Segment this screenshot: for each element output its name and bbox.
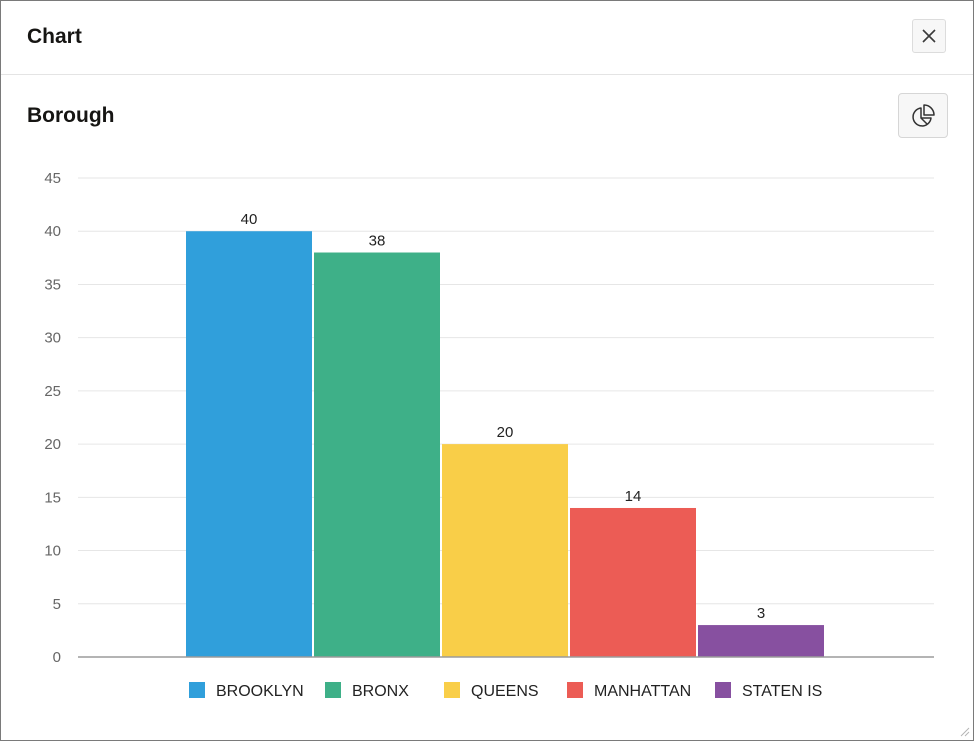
data-labels: 40 38 20 14 3	[241, 211, 766, 622]
dialog-header: Chart	[1, 1, 973, 75]
y-tick-label: 15	[44, 489, 61, 506]
y-tick-label: 0	[53, 649, 61, 666]
legend-label: BROOKLYN	[216, 683, 304, 700]
legend-item-manhattan[interactable]: MANHATTAN	[567, 682, 691, 700]
data-label: 20	[497, 424, 514, 441]
y-axis-ticks: 0 5 10 15 20 25 30 35 40 45	[44, 170, 61, 666]
y-tick-label: 20	[44, 436, 61, 453]
legend-swatch	[189, 682, 205, 698]
bar-manhattan[interactable]	[570, 507, 696, 657]
chart-type-button[interactable]	[898, 93, 948, 138]
bar-staten-is[interactable]	[698, 625, 824, 657]
legend-label: STATEN IS	[742, 683, 822, 700]
data-label: 38	[369, 233, 386, 250]
y-tick-label: 45	[44, 170, 61, 187]
close-button[interactable]	[912, 19, 946, 53]
close-icon	[922, 29, 936, 43]
legend-item-staten-is[interactable]: STATEN IS	[715, 682, 822, 700]
dialog-title: Chart	[27, 25, 82, 48]
data-label: 40	[241, 211, 258, 228]
y-tick-label: 40	[44, 223, 61, 240]
legend-swatch	[715, 682, 731, 698]
resize-grip-icon[interactable]	[958, 725, 970, 737]
bar-queens[interactable]	[442, 444, 568, 657]
legend-label: QUEENS	[471, 683, 539, 700]
data-label: 3	[757, 605, 765, 622]
y-tick-label: 5	[53, 596, 61, 613]
legend-label: MANHATTAN	[594, 683, 691, 700]
data-label: 14	[625, 488, 642, 505]
y-tick-label: 30	[44, 330, 61, 347]
y-tick-label: 35	[44, 276, 61, 293]
bars	[186, 231, 824, 657]
legend-swatch	[444, 682, 460, 698]
legend-swatch	[567, 682, 583, 698]
legend: BROOKLYN BRONX QUEENS MANHATTAN STATEN IS	[189, 682, 822, 700]
legend-item-queens[interactable]: QUEENS	[444, 682, 539, 700]
y-tick-label: 25	[44, 383, 61, 400]
bar-brooklyn[interactable]	[186, 231, 312, 657]
legend-swatch	[325, 682, 341, 698]
bar-bronx[interactable]	[314, 252, 440, 657]
legend-item-brooklyn[interactable]: BROOKLYN	[189, 682, 304, 700]
pie-chart-icon	[912, 103, 935, 127]
region-title: Borough	[27, 104, 115, 127]
y-tick-label: 10	[44, 543, 61, 560]
legend-item-bronx[interactable]: BRONX	[325, 682, 409, 700]
legend-label: BRONX	[352, 683, 409, 700]
